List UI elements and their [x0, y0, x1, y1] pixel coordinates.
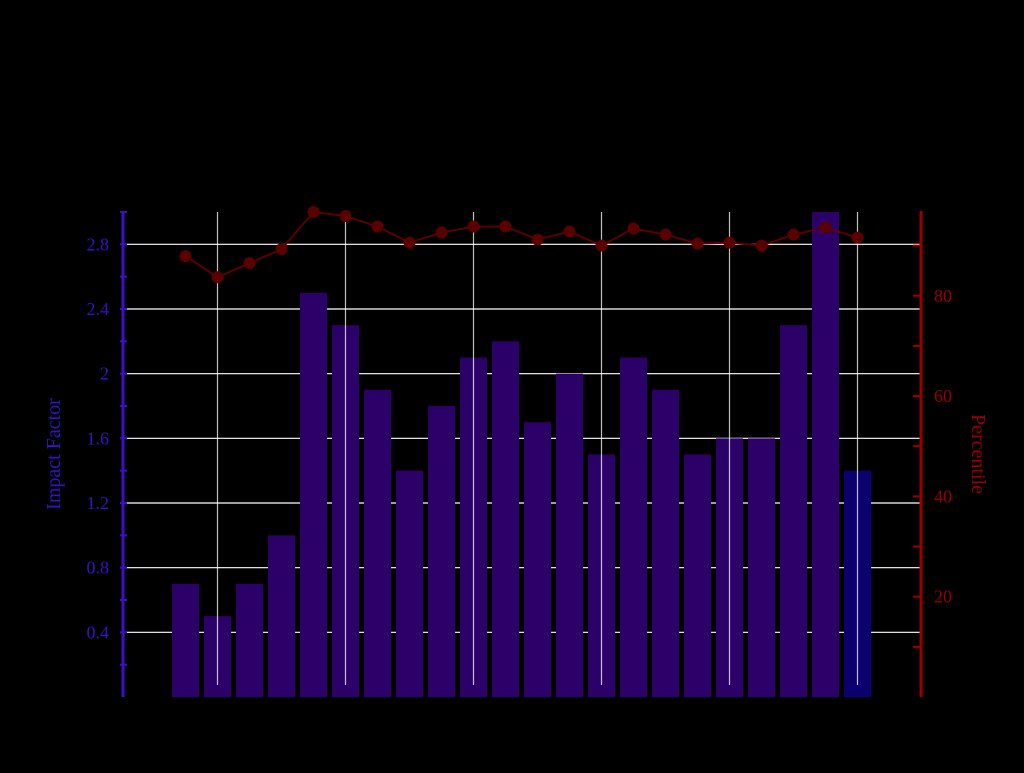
percentile-point — [659, 228, 672, 241]
y-axis-right-tick-label: 40 — [934, 486, 952, 506]
line-layer — [179, 206, 864, 284]
percentile-point — [819, 221, 832, 234]
bar — [620, 357, 647, 697]
y-axis-right-tick-label: 60 — [934, 386, 952, 406]
y-axis-right-label: Percentile — [967, 414, 989, 494]
percentile-point — [339, 210, 352, 223]
y-axis-right-tick-label: 20 — [934, 587, 952, 607]
percentile-point — [371, 220, 384, 233]
bar — [652, 389, 679, 697]
y-axis-left-tick-label: 0.8 — [87, 558, 110, 578]
y-axis-left-tick-label: 1.2 — [87, 493, 110, 513]
y-axis-left-tick-label: 2.4 — [87, 299, 110, 319]
percentile-point — [403, 236, 416, 249]
bar — [172, 583, 199, 697]
percentile-point — [531, 233, 544, 246]
bar — [300, 292, 327, 697]
percentile-point — [691, 237, 704, 250]
bar — [748, 438, 775, 697]
bar — [524, 422, 551, 697]
bar — [812, 212, 839, 697]
percentile-point — [275, 243, 288, 256]
y-axis-left-tick-label: 2 — [100, 364, 109, 384]
bar — [428, 406, 455, 697]
bar — [492, 341, 519, 697]
y-axis-left-tick-label: 0.4 — [87, 622, 110, 642]
percentile-point — [499, 220, 512, 233]
percentile-point — [243, 257, 256, 270]
bar — [684, 454, 711, 697]
y-axis-left-label: Impact Factor — [43, 398, 65, 510]
percentile-point — [723, 236, 736, 249]
percentile-point — [467, 220, 480, 233]
percentile-point — [627, 222, 640, 235]
axis-layer: 0.4 0.8 1.2 1.6 2 2.4 2.8 20 40 60 80 — [87, 211, 952, 697]
percentile-point — [179, 250, 192, 263]
y-axis-left-tick-label: 2.8 — [87, 234, 110, 254]
bar — [268, 535, 295, 697]
bar — [556, 373, 583, 697]
y-axis-right-tick-label: 80 — [934, 286, 952, 306]
vertical-grid-layer — [216, 212, 859, 685]
percentile-point — [755, 239, 768, 252]
percentile-line — [184, 210, 858, 279]
y-axis-left-tick-label: 1.6 — [87, 428, 110, 448]
percentile-point — [787, 228, 800, 241]
percentile-point — [595, 239, 608, 252]
percentile-point — [435, 226, 448, 239]
percentile-point — [211, 271, 224, 284]
bar — [396, 470, 423, 697]
bar — [364, 389, 391, 697]
percentile-point — [851, 231, 864, 244]
percentile-point — [563, 225, 576, 238]
percentile-point — [307, 206, 320, 218]
bar — [780, 325, 807, 697]
bar — [236, 583, 263, 697]
